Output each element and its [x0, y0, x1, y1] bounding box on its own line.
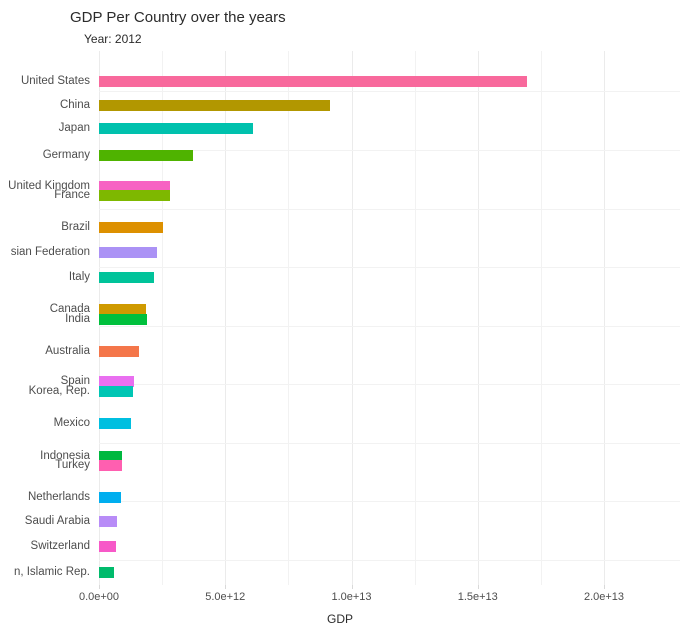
- y-axis-tick-label: Saudi Arabia: [24, 515, 90, 527]
- x-axis-title: GDP: [326, 612, 353, 626]
- bar[interactable]: [99, 123, 254, 134]
- bar[interactable]: [99, 190, 170, 201]
- gridline-horizontal: [99, 384, 680, 385]
- gridline-horizontal: [99, 150, 680, 151]
- gridline-vertical: [604, 51, 605, 585]
- gridline-vertical: [477, 51, 479, 585]
- bar[interactable]: [99, 150, 193, 161]
- bar[interactable]: [99, 418, 132, 429]
- bar[interactable]: [99, 451, 122, 462]
- gridline-horizontal: [99, 560, 680, 561]
- bar[interactable]: [99, 460, 122, 471]
- gridline-horizontal: [99, 443, 680, 444]
- gridline-vertical-minor: [288, 51, 290, 585]
- y-axis-tick-label: Spain: [60, 375, 90, 387]
- x-axis-tickmark: [225, 585, 227, 589]
- x-axis-tick-label: 1.5e+13: [457, 591, 498, 603]
- x-axis-tick-label: 5.0e+12: [205, 591, 246, 603]
- gridline-horizontal: [99, 501, 680, 502]
- y-axis-tick-label: United Kingdom: [8, 180, 90, 192]
- gridline-vertical-minor: [540, 51, 542, 585]
- y-axis-tick-label: Canada: [49, 303, 90, 315]
- x-axis-tickmark: [604, 585, 605, 589]
- chart-subtitle: Year: 2012: [84, 32, 142, 46]
- y-axis-tick-label: Netherlands: [27, 491, 90, 503]
- y-axis-tick-label: Korea, Rep.: [28, 385, 90, 397]
- y-axis-tick-label: France: [54, 189, 90, 201]
- bar[interactable]: [99, 76, 527, 87]
- gridline-horizontal: [99, 326, 680, 327]
- bar[interactable]: [99, 181, 170, 192]
- y-axis-tick-label: United States: [20, 75, 90, 87]
- bar[interactable]: [99, 314, 147, 325]
- bar[interactable]: [99, 272, 155, 283]
- x-axis-tickmark: [477, 585, 479, 589]
- y-axis-tick-label: India: [65, 313, 90, 325]
- bar[interactable]: [99, 492, 121, 503]
- x-axis-tick-label: 1.0e+13: [331, 591, 372, 603]
- gridline-horizontal: [99, 91, 680, 92]
- bar[interactable]: [99, 376, 135, 387]
- y-axis-tick-label: Mexico: [53, 417, 90, 429]
- bar[interactable]: [99, 541, 116, 552]
- y-axis-tick-label: Japan: [58, 122, 90, 134]
- y-axis-tick-label: Germany: [42, 149, 90, 161]
- chart-title: GDP Per Country over the years: [70, 9, 286, 26]
- y-axis-tick-label: China: [59, 99, 90, 111]
- bar[interactable]: [99, 516, 117, 527]
- y-axis-tick-label: Turkey: [55, 459, 90, 471]
- bar[interactable]: [99, 346, 139, 357]
- gridline-vertical-minor: [162, 51, 164, 585]
- bar[interactable]: [99, 100, 331, 111]
- bar[interactable]: [99, 247, 158, 258]
- bar[interactable]: [99, 386, 134, 397]
- gridline-horizontal: [99, 267, 680, 268]
- bar[interactable]: [99, 567, 114, 578]
- gridline-vertical-minor: [414, 51, 416, 585]
- x-axis-tickmark: [99, 585, 100, 589]
- y-axis-tick-label: n, Islamic Rep.: [13, 566, 90, 578]
- bar[interactable]: [99, 222, 163, 233]
- y-axis-tick-label: sian Federation: [10, 246, 90, 258]
- y-axis-tick-label: Brazil: [61, 221, 90, 233]
- y-axis-tick-label: Switzerland: [30, 540, 90, 552]
- y-axis-tick-label: Italy: [68, 271, 90, 283]
- y-axis-tick-label: Australia: [45, 345, 90, 357]
- y-axis-tick-label: Indonesia: [40, 450, 90, 462]
- gridline-horizontal: [99, 209, 680, 210]
- x-axis-tick-label: 2.0e+13: [583, 591, 625, 603]
- x-axis: 0.0e+00 5.0e+12 1.0e+13 1.5e+13 2.0e+13: [79, 585, 680, 615]
- y-axis: United States China Japan Germany United Kin…: [0, 51, 95, 585]
- gridline-vertical: [351, 51, 353, 585]
- gridline-vertical: [225, 51, 227, 585]
- x-axis-tick-label: 0.0e+00: [78, 591, 120, 603]
- x-axis-tickmark: [351, 585, 353, 589]
- plot-panel: [99, 51, 680, 585]
- bar[interactable]: [99, 304, 146, 315]
